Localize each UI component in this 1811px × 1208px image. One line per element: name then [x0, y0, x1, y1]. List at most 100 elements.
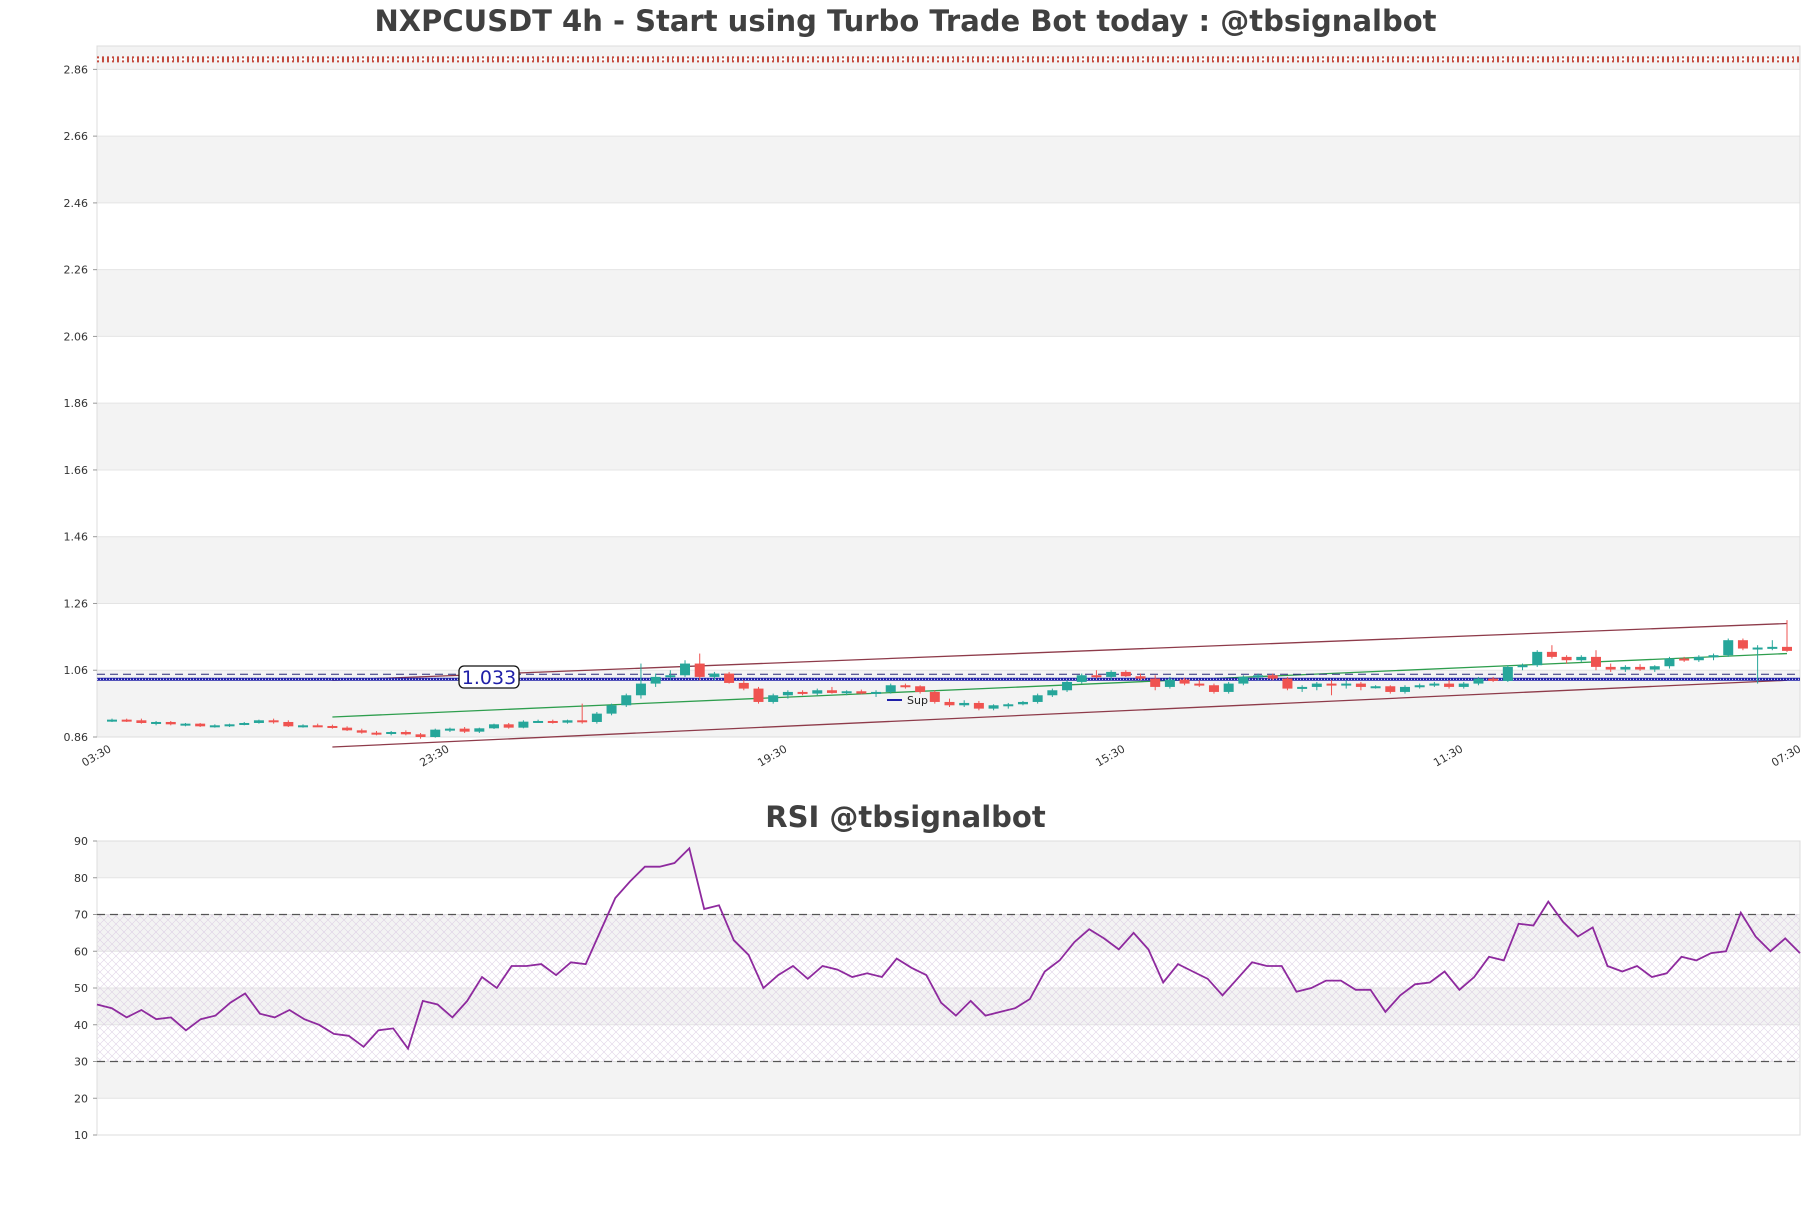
candle-body: [1370, 686, 1381, 689]
candle-body: [1679, 658, 1690, 661]
candle-body: [856, 691, 867, 694]
price-band: [97, 403, 1800, 470]
price-panel-bands: [97, 46, 1800, 738]
candle-body: [959, 702, 970, 706]
price-band: [97, 136, 1800, 203]
candle-body: [797, 691, 808, 694]
candle-body: [1106, 671, 1117, 677]
candle-body: [988, 705, 999, 709]
price-x-tick-label: 23:30: [417, 742, 451, 769]
candle-body: [1194, 683, 1205, 686]
candle-body: [1076, 675, 1087, 682]
candle-body: [1429, 683, 1440, 686]
candle-body: [591, 713, 602, 722]
candle-body: [386, 731, 397, 734]
rsi-band: [97, 1061, 1800, 1099]
candle-body: [239, 722, 250, 725]
price-y-tick-label: 1.26: [64, 597, 89, 610]
candle-body: [1532, 651, 1543, 666]
channel-mid-line: [332, 652, 1788, 718]
candle-body: [107, 719, 117, 722]
candle-body: [298, 725, 309, 728]
rsi-y-tick-label: 30: [74, 1056, 88, 1069]
candle-body: [1223, 683, 1234, 692]
candle-body: [915, 686, 926, 692]
candle-body: [1576, 656, 1587, 661]
rsi-y-tick-label: 10: [74, 1129, 88, 1142]
candle-body: [768, 695, 779, 702]
candle-body: [1635, 666, 1646, 670]
price-x-tick-label: 03:30: [80, 742, 114, 769]
support-price-tag: 1.033: [458, 665, 520, 689]
candle-body: [782, 691, 793, 696]
candle-body: [885, 685, 896, 692]
price-band: [97, 536, 1800, 604]
candle-body: [1752, 647, 1763, 650]
candle-body: [1297, 686, 1308, 689]
candle-body: [1546, 651, 1557, 657]
support-tag-box: [458, 665, 520, 689]
candle-body: [533, 720, 544, 723]
candle-body: [342, 727, 353, 731]
candle-body: [1238, 676, 1249, 684]
candle-body: [1091, 675, 1102, 678]
candle-body: [474, 728, 485, 732]
price-x-tick-label: 15:30: [1093, 742, 1127, 769]
candle-body: [1458, 683, 1469, 687]
candle-body: [621, 695, 632, 706]
candle-body: [1590, 656, 1601, 667]
candle-body: [1355, 683, 1366, 687]
candle-body: [900, 685, 911, 688]
price-y-tick-label: 2.46: [64, 197, 89, 210]
candle-body: [430, 729, 441, 737]
rsi-line: [96, 846, 1801, 1051]
rsi-series: [96, 846, 1801, 1051]
candlestick-series: [107, 620, 1792, 739]
candle-body: [253, 720, 264, 723]
candle-body: [1164, 679, 1175, 687]
candle-body: [1649, 666, 1660, 670]
candle-body: [1782, 646, 1792, 651]
channel-lower-line: [332, 679, 1788, 748]
rsi-y-axis: 10 20 30 40 50 60 70 80 90: [74, 835, 97, 1142]
candle-body: [1062, 681, 1073, 691]
candle-body: [195, 723, 206, 727]
rsi-y-tick-label: 80: [74, 872, 88, 885]
candle-body: [1017, 701, 1028, 705]
candle-body: [1047, 690, 1058, 696]
candle-body: [1561, 656, 1572, 661]
candle-body: [1502, 666, 1513, 681]
candle-body: [812, 690, 823, 694]
candle-body: [121, 719, 132, 722]
candle-body: [165, 721, 176, 725]
candle-body: [753, 688, 764, 702]
candle-body: [268, 720, 279, 723]
candle-body: [1311, 683, 1322, 687]
main-chart-title: NXPCUSDT 4h - Start using Turbo Trade Bo…: [374, 4, 1437, 38]
candle-body: [356, 730, 367, 733]
candle-body: [1326, 683, 1337, 686]
price-y-tick-label: 2.86: [64, 63, 89, 76]
candle-body: [1253, 675, 1264, 678]
price-x-tick-label: 11:30: [1431, 742, 1465, 769]
candle-body: [312, 725, 323, 728]
candle-body: [327, 725, 338, 728]
candle-body: [180, 723, 191, 726]
candle-body: [371, 732, 382, 735]
support-tag-label: 1.033: [462, 667, 516, 689]
price-y-tick-label: 0.86: [64, 731, 89, 744]
price-y-axis: 0.86 1.06 1.26 1.46 1.66 1.86 2.06 2.26 2.46 2.66…: [64, 63, 97, 744]
price-y-tick-label: 1.46: [64, 531, 89, 544]
candle-body: [1708, 655, 1719, 658]
rsi-y-tick-label: 50: [74, 982, 88, 995]
rsi-band: [97, 841, 1800, 878]
candle-body: [1444, 683, 1455, 687]
candle-body: [1664, 658, 1675, 667]
rsi-y-tick-label: 20: [74, 1092, 88, 1105]
candle-body: [724, 673, 735, 683]
candle-body: [635, 683, 646, 696]
rsi-threshold-lines: [97, 913, 1800, 1063]
candle-body: [151, 721, 162, 724]
price-y-tick-label: 2.66: [64, 130, 89, 143]
